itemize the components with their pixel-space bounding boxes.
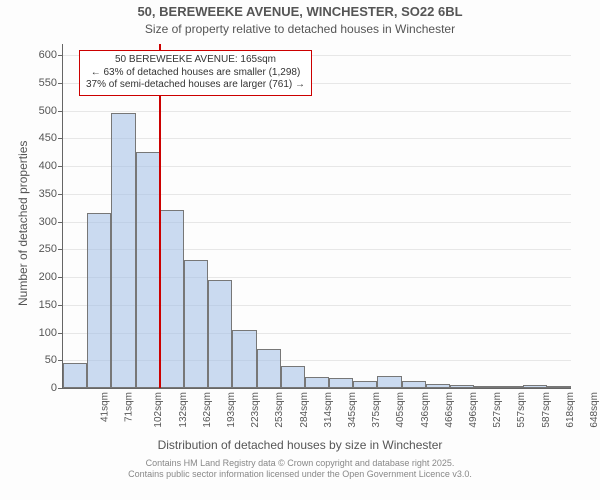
histogram-bar (426, 384, 450, 388)
x-tick-label: 132sqm (178, 392, 189, 428)
annotation-line: 50 BEREWEEKE AVENUE: 165sqm (86, 54, 305, 67)
chart-title: 50, BEREWEEKE AVENUE, WINCHESTER, SO22 6… (0, 4, 600, 19)
x-tick-label: 345sqm (347, 392, 358, 428)
x-tick-label: 436sqm (420, 392, 431, 428)
x-axis-label: Distribution of detached houses by size … (0, 438, 600, 452)
x-tick-label: 618sqm (565, 392, 576, 428)
x-tick-label: 41sqm (100, 392, 111, 422)
y-tick-label: 150 (39, 299, 63, 311)
x-tick-label: 405sqm (395, 392, 406, 428)
y-tick-label: 100 (39, 327, 63, 339)
chart-subtitle: Size of property relative to detached ho… (0, 22, 600, 36)
histogram-bar (523, 385, 547, 388)
histogram-bar (450, 385, 474, 388)
plot-area: 05010015020025030035040045050055060041sq… (62, 44, 571, 389)
x-tick-label: 314sqm (323, 392, 334, 428)
histogram-bar (402, 381, 426, 388)
y-tick-label: 350 (39, 188, 63, 200)
y-axis-label: Number of detached properties (16, 141, 30, 306)
y-tick-label: 300 (39, 216, 63, 228)
y-tick-label: 500 (39, 105, 63, 117)
x-tick-label: 193sqm (226, 392, 237, 428)
annotation-box: 50 BEREWEEKE AVENUE: 165sqm← 63% of deta… (79, 50, 312, 96)
histogram-bar (136, 152, 160, 388)
histogram-bar (281, 366, 305, 388)
histogram-bar (353, 381, 377, 388)
x-tick-label: 496sqm (468, 392, 479, 428)
y-tick-label: 550 (39, 77, 63, 89)
histogram-bar (63, 363, 87, 388)
histogram-bar (305, 377, 329, 388)
y-tick-label: 0 (51, 382, 63, 394)
attribution-line-2: Contains public sector information licen… (0, 469, 600, 480)
histogram-bar (232, 330, 256, 388)
histogram-bar (208, 280, 232, 388)
histogram-bar (111, 113, 135, 388)
annotation-line: ← 63% of detached houses are smaller (1,… (86, 67, 305, 80)
histogram-bar (474, 386, 498, 388)
property-marker-line (159, 44, 161, 388)
x-tick-label: 587sqm (541, 392, 552, 428)
x-tick-label: 162sqm (202, 392, 213, 428)
x-tick-label: 527sqm (492, 392, 503, 428)
chart-container: 50, BEREWEEKE AVENUE, WINCHESTER, SO22 6… (0, 0, 600, 500)
histogram-bar (329, 378, 353, 388)
y-tick-label: 450 (39, 132, 63, 144)
histogram-bar (160, 210, 184, 388)
annotation-line: 37% of semi-detached houses are larger (… (86, 79, 305, 92)
x-tick-label: 223sqm (250, 392, 261, 428)
histogram-bar (87, 213, 111, 388)
histogram-bar (547, 386, 571, 388)
histogram-bar (257, 349, 281, 388)
x-tick-label: 253sqm (275, 392, 286, 428)
y-tick-label: 250 (39, 243, 63, 255)
histogram-bar (184, 260, 208, 388)
histogram-bar (498, 386, 522, 388)
x-tick-label: 284sqm (299, 392, 310, 428)
x-tick-label: 648sqm (589, 392, 600, 428)
x-tick-label: 466sqm (444, 392, 455, 428)
attribution-text: Contains HM Land Registry data © Crown c… (0, 458, 600, 480)
y-tick-label: 200 (39, 271, 63, 283)
x-tick-label: 557sqm (516, 392, 527, 428)
x-tick-label: 375sqm (371, 392, 382, 428)
attribution-line-1: Contains HM Land Registry data © Crown c… (0, 458, 600, 469)
x-tick-label: 102sqm (154, 392, 165, 428)
y-tick-label: 600 (39, 49, 63, 61)
y-tick-label: 400 (39, 160, 63, 172)
x-tick-label: 71sqm (124, 392, 135, 422)
y-tick-label: 50 (45, 354, 63, 366)
histogram-bar (377, 376, 401, 388)
